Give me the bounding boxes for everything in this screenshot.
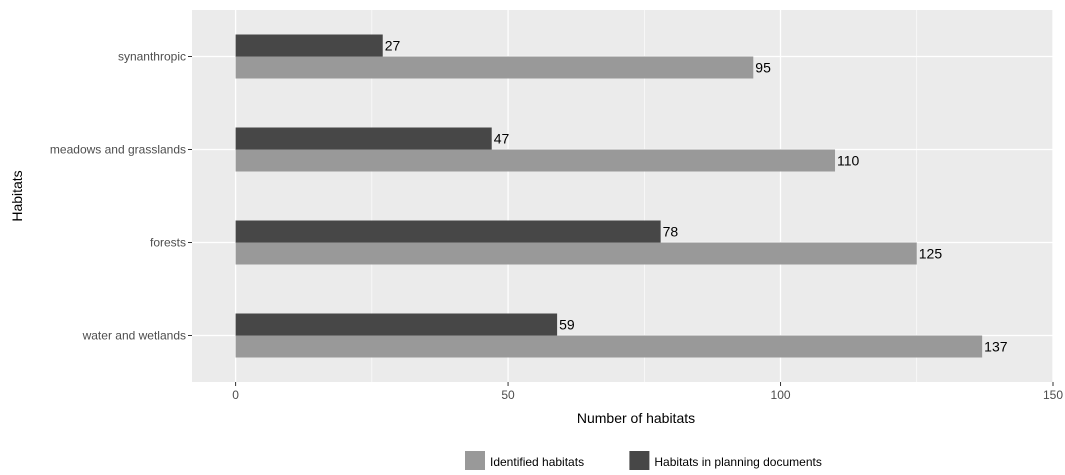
legend-key [465,451,485,471]
bar [235,149,836,172]
y-tick-label: forests [150,236,186,250]
bar [235,242,917,265]
bar [235,34,383,57]
bar-labels: 59 137 78 125 47 110 27 95 [385,38,1008,355]
bar [235,313,558,336]
bar-value-label: 125 [919,246,943,262]
x-tick-label: 100 [771,388,791,402]
legend-label: Identified habitats [490,455,584,469]
bar-value-label: 78 [663,224,679,240]
legend-label: Habitats in planning documents [654,455,821,469]
y-axis-title: Habitats [9,170,25,221]
bar-value-label: 47 [494,131,510,147]
bar [235,335,983,358]
bar-value-label: 27 [385,38,401,54]
x-tick-label: 150 [1043,388,1063,402]
bar-value-label: 110 [837,153,860,169]
y-tick-label: meadows and grasslands [50,143,186,157]
x-axis-title: Number of habitats [577,410,695,426]
bar [235,220,661,243]
bar-value-label: 59 [559,317,575,333]
y-axis: water and wetlands forests meadows and gra… [50,50,192,343]
bars [235,34,983,358]
y-tick-label: water and wetlands [82,329,186,343]
bar-value-label: 95 [755,60,771,76]
bar [235,56,754,79]
y-tick-label: synanthropic [118,50,186,64]
x-tick-label: 0 [232,388,239,402]
bar [235,127,492,150]
x-axis: 0 50 100 150 [232,382,1063,402]
legend-key [629,451,650,471]
x-tick-label: 50 [501,388,515,402]
legend: Identified habitats Habitats in planning … [465,451,822,471]
bar-value-label: 137 [984,339,1008,355]
